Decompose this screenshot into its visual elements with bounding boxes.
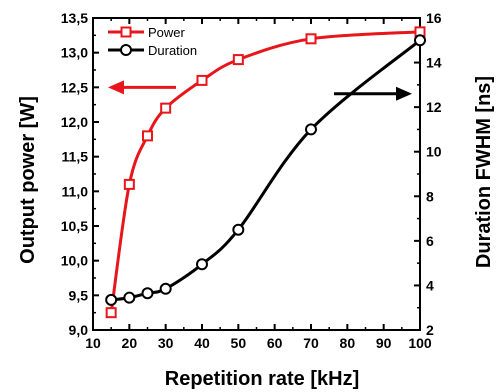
right-y-tick-label: 6	[426, 233, 434, 249]
duration-data-point	[106, 295, 116, 305]
right-y-axis-ticks: 2 4 6 8 10 12 14 16	[414, 10, 442, 338]
duration-legend-label: Duration	[148, 43, 197, 58]
left-y-tick-label: 11,5	[62, 149, 89, 165]
x-axis-ticks: 10 20 30 40 50 60 70 80 90 100	[85, 18, 432, 351]
duration-series-line	[111, 40, 420, 300]
left-y-tick-label: 13,0	[61, 45, 88, 61]
legend: Power Duration	[108, 25, 197, 58]
plot-border	[93, 18, 420, 330]
left-y-tick-label: 10,0	[61, 253, 88, 269]
right-axis-arrow-head	[396, 87, 412, 101]
series-layer	[106, 27, 425, 317]
duration-data-point	[161, 284, 171, 294]
right-y-tick-label: 8	[426, 188, 434, 204]
left-y-tick-label: 9,0	[69, 322, 89, 338]
duration-data-point	[143, 288, 153, 298]
right-y-tick-label: 10	[426, 144, 442, 160]
duration-data-point	[197, 259, 207, 269]
duration-data-point	[415, 35, 425, 45]
x-tick-label: 20	[122, 335, 138, 351]
left-y-tick-label: 13,5	[61, 10, 88, 26]
left-y-tick-label: 9,5	[69, 287, 89, 303]
left-y-tick-label: 12,5	[61, 79, 88, 95]
x-tick-label: 80	[340, 335, 356, 351]
x-axis-title: Repetition rate [kHz]	[165, 368, 359, 390]
right-y-tick-label: 16	[426, 10, 442, 26]
plot-frame	[93, 18, 420, 330]
power-data-point	[198, 76, 207, 85]
x-tick-label: 90	[376, 335, 392, 351]
left-y-tick-label: 10,5	[61, 218, 88, 234]
left-y-tick-label: 12,0	[61, 114, 88, 130]
left-y-tick-label: 11,0	[62, 183, 89, 199]
power-data-point	[161, 104, 170, 113]
duration-legend-marker	[121, 45, 131, 55]
x-tick-label: 70	[303, 335, 319, 351]
x-tick-label: 40	[194, 335, 210, 351]
power-data-point	[307, 34, 316, 43]
right-y-tick-label: 2	[426, 322, 434, 338]
right-y-tick-label: 12	[426, 99, 442, 115]
left-axis-arrow-head	[108, 80, 124, 94]
x-tick-label: 60	[267, 335, 283, 351]
power-legend-label: Power	[148, 25, 186, 40]
power-data-point	[234, 55, 243, 64]
x-tick-label: 50	[231, 335, 247, 351]
right-y-axis-title: Duration FWHM [ns]	[473, 76, 495, 268]
right-y-tick-label: 14	[426, 55, 442, 71]
duration-data-point	[124, 293, 134, 303]
power-legend-marker	[122, 28, 131, 37]
power-data-point	[143, 131, 152, 140]
power-data-point	[107, 308, 116, 317]
power-data-point	[125, 180, 134, 189]
x-tick-label: 30	[158, 335, 174, 351]
right-y-tick-label: 4	[426, 277, 434, 293]
left-y-axis-title: Output power [W]	[17, 96, 39, 264]
duration-data-point	[306, 124, 316, 134]
duration-data-point	[233, 225, 243, 235]
